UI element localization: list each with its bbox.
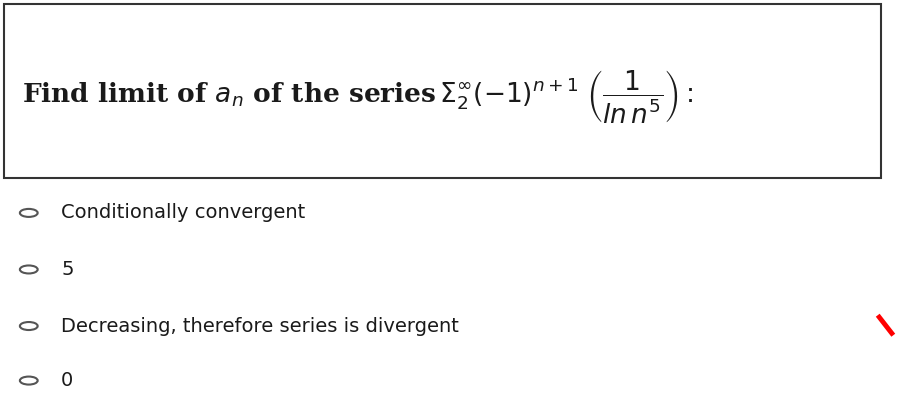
Text: 5: 5 xyxy=(61,260,74,279)
Ellipse shape xyxy=(20,209,38,217)
Ellipse shape xyxy=(20,377,38,385)
Text: Find limit of $a_n$ of the series$\,\Sigma_2^{\infty}(-1)^{n+1}$$\;\left(\dfrac{: Find limit of $a_n$ of the series$\,\Sig… xyxy=(22,68,694,126)
Text: Conditionally convergent: Conditionally convergent xyxy=(61,203,306,223)
Text: Decreasing, therefore series is divergent: Decreasing, therefore series is divergen… xyxy=(61,316,459,336)
Ellipse shape xyxy=(20,322,38,330)
Ellipse shape xyxy=(20,265,38,274)
FancyBboxPatch shape xyxy=(4,4,881,178)
Text: 0: 0 xyxy=(61,371,74,390)
